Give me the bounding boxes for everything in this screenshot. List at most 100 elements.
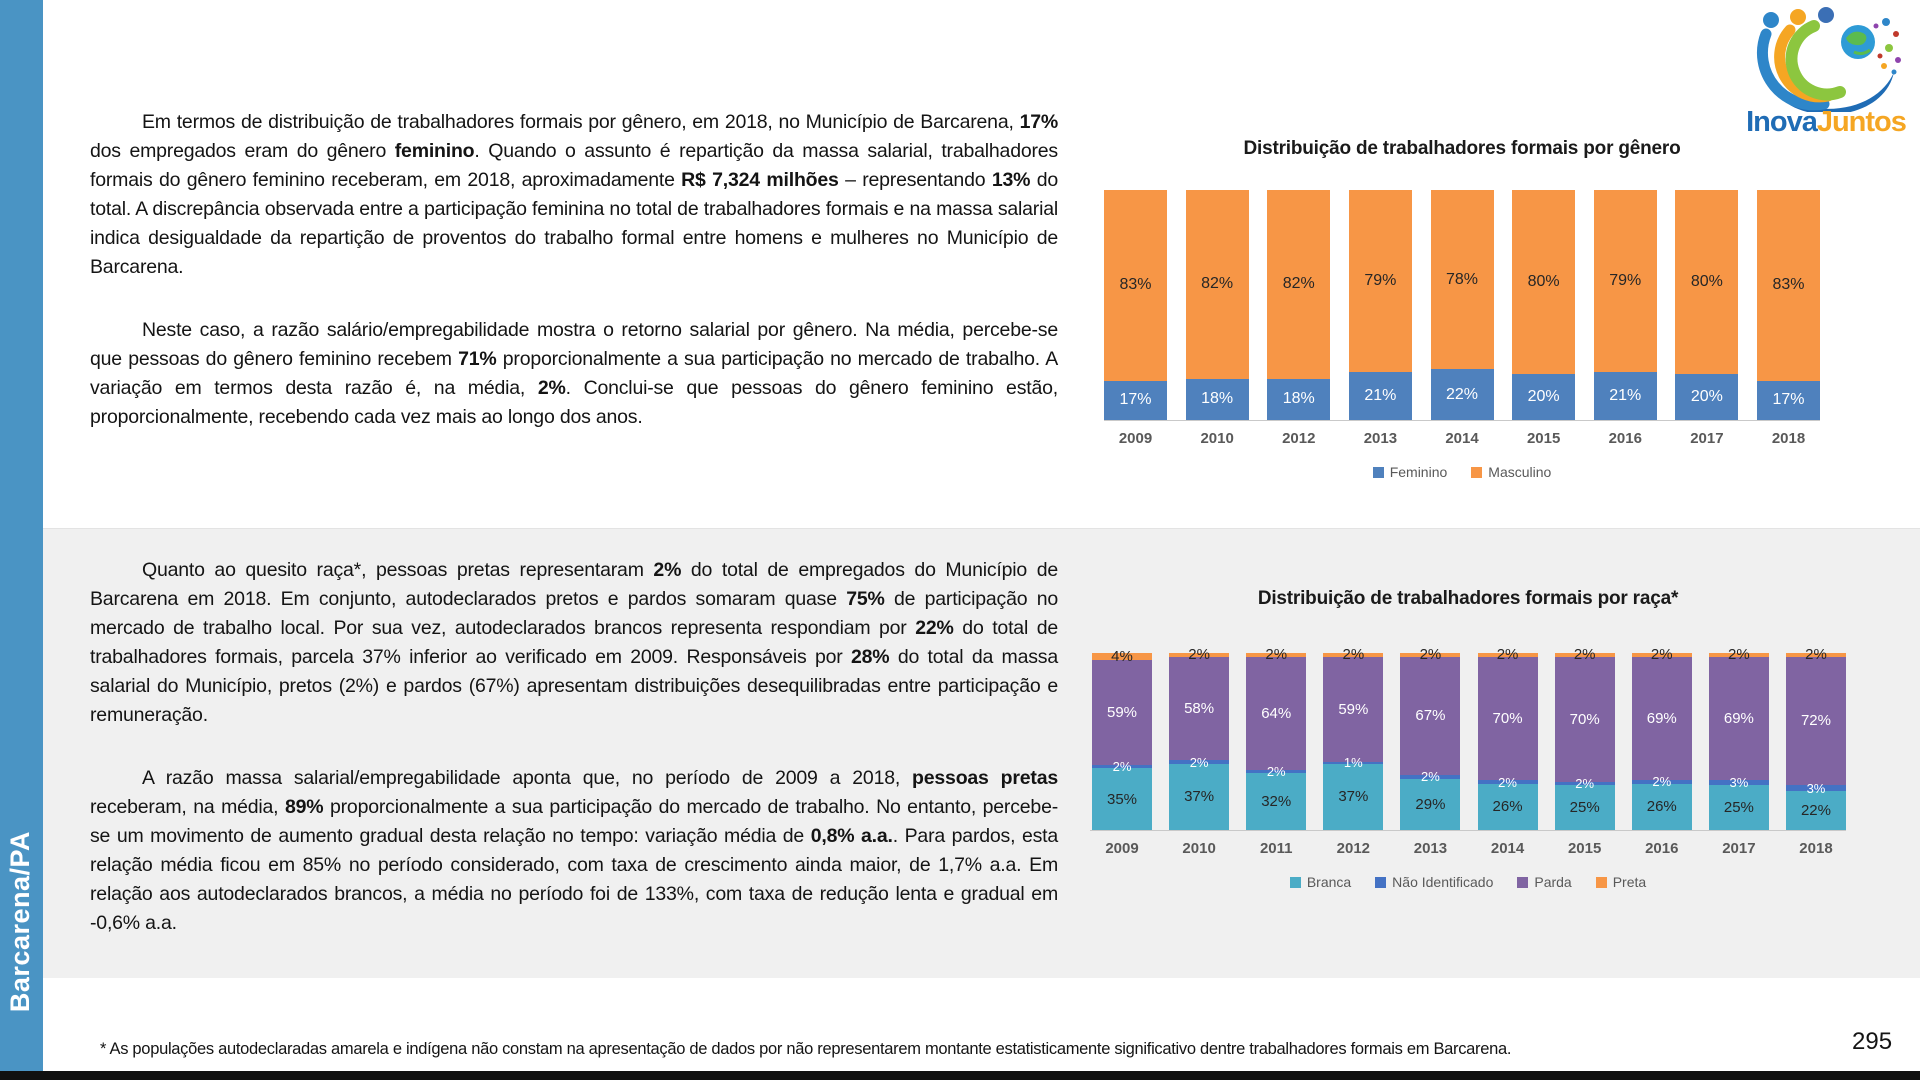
text-run: . Quando o assunto é repartição da massa… [90, 140, 1058, 191]
stacked-bar-2012: 82% 18% [1267, 190, 1331, 420]
segment-não-identificado: 3% [1785, 782, 1846, 795]
emphasized-text: 2% [537, 377, 566, 399]
segment-feminino: 17% [1757, 380, 1820, 420]
segment-parda: 69% [1708, 656, 1769, 780]
stacked-bar-2013: 79% 21% [1348, 190, 1412, 420]
stacked-bar-2014: 78% 22% [1430, 190, 1494, 420]
logo-word-inova: Inova [1746, 106, 1818, 138]
logo-word-juntos: Juntos [1816, 106, 1907, 138]
data-label: 64% [1261, 704, 1292, 722]
emphasized-text: pessoas pretas [912, 767, 1058, 789]
data-label: 2% [1652, 774, 1672, 790]
chart-legend: Branca Não Identificado Parda Preta [1090, 874, 1846, 890]
data-label: 82% [1201, 275, 1234, 293]
data-label: 2% [1650, 646, 1673, 664]
segment-parda: 70% [1554, 656, 1615, 782]
data-label: 2% [1805, 646, 1827, 664]
segment-não-identificado: 2% [1169, 756, 1230, 769]
legend-label: Preta [1612, 874, 1647, 890]
segment-branca: 26% [1631, 783, 1692, 830]
x-tick-2017: 2017 [1722, 840, 1756, 857]
legend-item-masculino: Masculino [1471, 464, 1551, 480]
data-label: 21% [1364, 386, 1397, 404]
data-label: 35% [1106, 790, 1138, 808]
data-label: 80% [1690, 273, 1723, 290]
stacked-bar-2009: 83% 17% [1104, 190, 1167, 420]
gender-text-block: Em termos de distribuição de trabalhador… [90, 108, 1058, 432]
text-run: . Para pardos, esta relação média ficou … [90, 825, 1059, 934]
page-number: 295 [1852, 1028, 1893, 1055]
data-label: 2% [1188, 646, 1210, 664]
data-label: 2% [1421, 769, 1440, 785]
x-tick-2016: 2016 [1608, 430, 1642, 447]
segment-não-identificado: 3% [1708, 776, 1769, 789]
segment-preta: 2% [1246, 647, 1307, 662]
data-label: 83% [1119, 276, 1152, 294]
data-label: 17% [1119, 391, 1152, 409]
text-run: Em termos de distribuição de trabalhador… [142, 111, 1020, 133]
race-chart: Distribuição de trabalhadores formais po… [1090, 588, 1846, 890]
paragraph-gender-distribution: Em termos de distribuição de trabalhador… [90, 108, 1058, 282]
segment-feminino: 18% [1185, 378, 1249, 420]
x-axis-labels: 2009 2010 2011 2012 2013 2014 2015 2016 2017 2018 [1092, 840, 1846, 857]
legend-swatch [1471, 466, 1483, 478]
stacked-bar-2018: 83% 17% [1757, 190, 1820, 420]
data-label: 2% [1498, 774, 1517, 790]
x-tick-2014: 2014 [1445, 430, 1479, 447]
segment-branca: 29% [1400, 778, 1461, 830]
data-label: 70% [1492, 710, 1523, 727]
footnote: * As populações autodeclaradas amarela e… [100, 1040, 1512, 1058]
segment-masculino: 82% [1267, 190, 1331, 379]
data-label: 79% [1609, 271, 1642, 289]
stacked-bar-2017: 2% 69% 3% 25% [1708, 647, 1769, 830]
segment-masculino: 80% [1675, 190, 1739, 374]
segment-masculino: 83% [1104, 190, 1167, 381]
segment-parda: 72% [1785, 656, 1846, 786]
segment-feminino: 20% [1512, 374, 1576, 420]
data-label: 59% [1106, 703, 1138, 721]
segment-preta: 2% [1400, 647, 1461, 662]
data-label: 80% [1527, 273, 1560, 290]
stacked-bar-2018: 2% 72% 3% 22% [1785, 647, 1846, 830]
sidebar-municipality-label: Barcarena/PA [5, 830, 35, 1012]
data-label: 4% [1111, 648, 1133, 666]
stacked-bar-2010: 82% 18% [1185, 190, 1249, 420]
stacked-bar-2016: 79% 21% [1593, 190, 1657, 420]
segment-não-identificado: 2% [1092, 760, 1152, 773]
segment-parda: 64% [1246, 656, 1307, 770]
text-run: de participação no mercado de trabalho l… [90, 588, 1058, 639]
text-run: receberam, na média, [90, 796, 285, 818]
segment-masculino: 82% [1185, 190, 1249, 379]
plot-area: 4% 59% 2% 35% 2% 58% 2% 37% 2% 64% 2% 32% 2% 59% 1% 37%… [1092, 647, 1846, 830]
data-label: 32% [1261, 793, 1292, 811]
legend-label: Masculino [1488, 464, 1552, 480]
segment-feminino: 21% [1348, 371, 1412, 420]
inovajuntos-logo: InovaJuntos [1740, 4, 1912, 142]
data-label: 21% [1609, 386, 1642, 404]
text-run: do total. A discrepância observada entre… [90, 169, 1058, 278]
data-label: 18% [1201, 390, 1234, 408]
segment-parda: 69% [1631, 656, 1692, 780]
segment-preta: 2% [1323, 647, 1384, 662]
x-tick-2017: 2017 [1690, 430, 1724, 447]
chart-title: Distribuição de trabalhadores formais po… [1243, 138, 1681, 159]
data-label: 20% [1690, 388, 1723, 405]
x-tick-2009: 2009 [1105, 840, 1139, 857]
text-run: Quanto ao quesito raça*, pessoas pretas … [142, 559, 654, 581]
data-label: 2% [1575, 776, 1595, 792]
segment-masculino: 83% [1757, 190, 1820, 381]
segment-parda: 70% [1477, 656, 1538, 781]
sidebar: Barcarena/PA [0, 0, 43, 1080]
stacked-bar-2017: 80% 20% [1675, 190, 1739, 420]
stacked-bar-2016: 2% 69% 2% 26% [1631, 647, 1692, 830]
data-label: 25% [1569, 799, 1600, 817]
data-label: 58% [1184, 699, 1215, 717]
data-label: 2% [1266, 764, 1286, 780]
text-run: proporcionalmente a sua participação do … [90, 796, 1059, 847]
text-run: do total da massa salarial do Município,… [90, 646, 1058, 726]
data-label: 26% [1492, 798, 1523, 816]
segment-preta: 2% [1169, 647, 1230, 662]
emphasized-text: feminino [394, 140, 475, 162]
segment-não-identificado: 2% [1400, 770, 1461, 783]
